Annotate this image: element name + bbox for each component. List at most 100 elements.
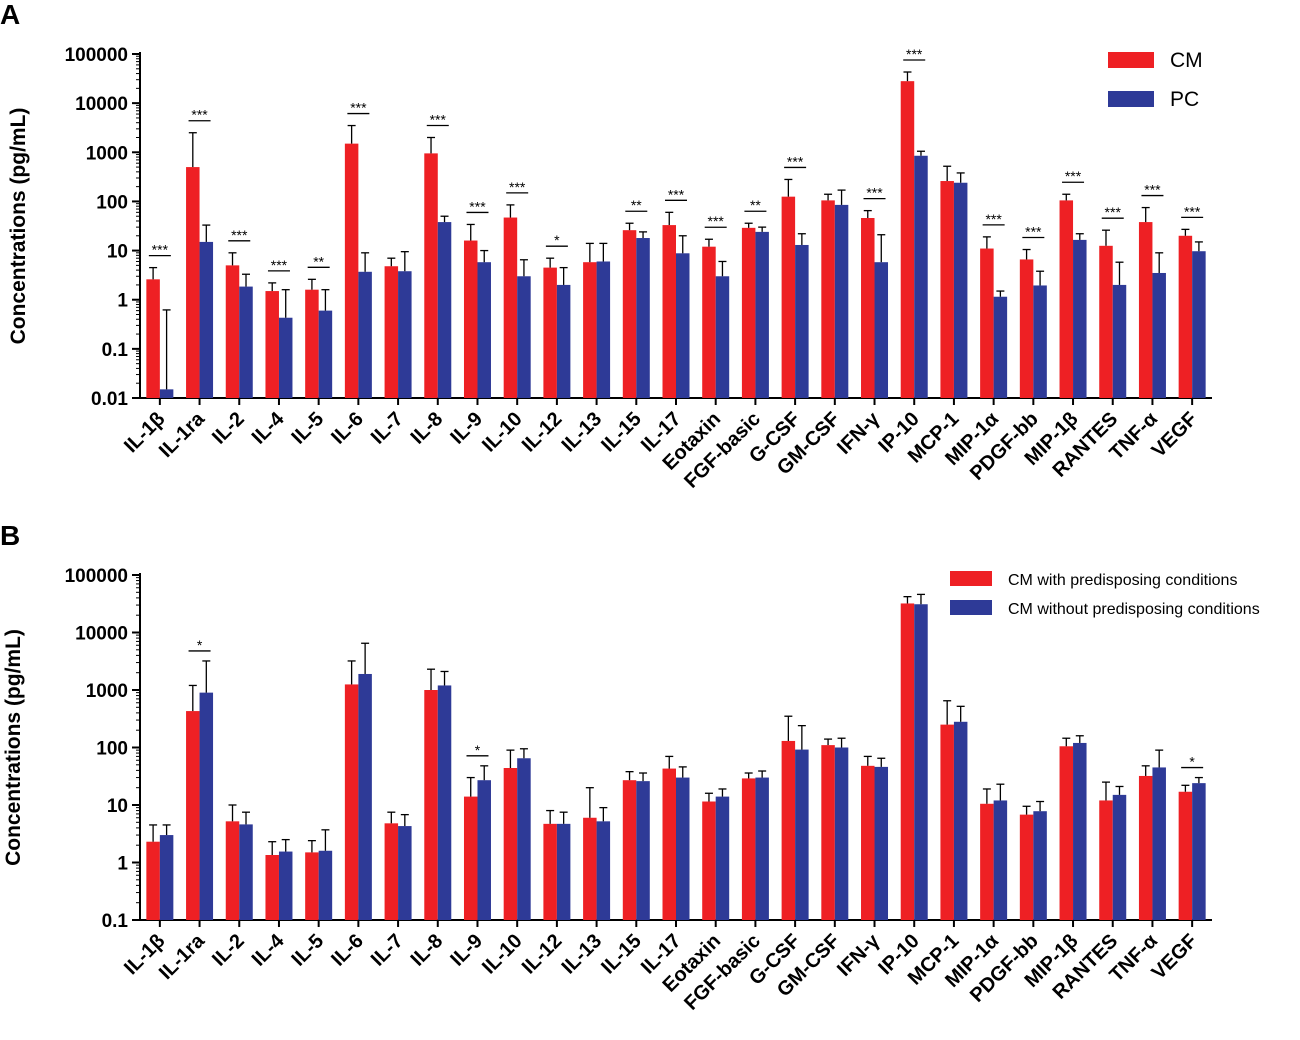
bar-series1 <box>662 768 676 920</box>
significance-marker: *** <box>863 185 886 201</box>
bar-series2 <box>239 286 253 398</box>
significance-label: *** <box>430 111 447 127</box>
bar-series1 <box>543 823 557 920</box>
significance-label: * <box>197 637 203 653</box>
bar-series2 <box>159 389 174 398</box>
bar-series1 <box>741 227 756 398</box>
category-group: IL-2 <box>208 252 253 449</box>
significance-marker: * <box>545 232 568 248</box>
bar-series2 <box>715 796 730 920</box>
y-tick-label: 0.1 <box>102 340 129 361</box>
bar-series2 <box>318 310 333 398</box>
significance-marker: *** <box>903 46 926 62</box>
bar-series1 <box>305 852 319 920</box>
legend: CM with predisposing conditions CM withou… <box>950 571 1260 618</box>
bar-series2 <box>993 800 1008 920</box>
x-tick-label: IL-4 <box>248 929 289 970</box>
category-group: IL-9 <box>446 765 491 971</box>
significance-marker: * <box>1181 754 1204 770</box>
bar-series1 <box>424 153 438 398</box>
category-group: IL-7 <box>367 811 412 971</box>
significance-label: *** <box>866 185 883 201</box>
bar-series1 <box>1059 746 1074 920</box>
significance-label: *** <box>1105 204 1122 220</box>
y-tick-label: 100 <box>96 739 128 760</box>
category-group: IL-5 <box>287 829 333 971</box>
bar-series1 <box>463 240 478 398</box>
bar-series1 <box>146 279 160 398</box>
significance-label: *** <box>1144 182 1161 198</box>
category-group: IL-4 <box>248 838 293 971</box>
y-tick-label: 10 <box>107 796 128 817</box>
bar-series1 <box>702 801 716 920</box>
bar-series2 <box>755 231 769 398</box>
significance-marker: ** <box>307 253 330 269</box>
category-group: IL-1ra <box>155 660 214 984</box>
bar-series1 <box>305 289 319 398</box>
bar-series1 <box>1178 791 1193 920</box>
significance-label: ** <box>313 253 324 269</box>
category-group: IL-8 <box>407 136 452 449</box>
bar-series2 <box>199 241 214 398</box>
significance-marker: * <box>188 637 211 653</box>
y-tick-label: 1 <box>117 291 128 312</box>
x-tick-label: IL-6 <box>327 408 368 449</box>
significance-marker: *** <box>1181 203 1204 219</box>
bar-series2 <box>953 182 968 398</box>
significance-marker: *** <box>1062 168 1085 184</box>
bar-series1 <box>1178 235 1193 398</box>
bar-series1 <box>344 684 359 920</box>
category-group: IL-8 <box>407 668 452 971</box>
x-tick-label: IL-4 <box>248 407 289 448</box>
x-tick-label: IL-8 <box>407 408 448 449</box>
y-tick-label: 100000 <box>65 45 128 66</box>
legend-swatch-1 <box>950 571 992 586</box>
bar-series2 <box>1073 742 1087 920</box>
y-tick-label: 1 <box>117 854 128 875</box>
bar-series2 <box>953 721 968 920</box>
legend-label-1: CM with predisposing conditions <box>1008 572 1237 589</box>
x-tick-label: IL-15 <box>597 930 646 979</box>
bar-series1 <box>1059 200 1074 398</box>
y-tick-label: 100000 <box>65 566 128 587</box>
significance-marker: *** <box>784 153 807 169</box>
significance-label: *** <box>1184 203 1201 219</box>
bar-series1 <box>503 217 518 398</box>
category-group: IL-13 <box>558 242 611 457</box>
bar-series2 <box>437 222 452 398</box>
bar-series2 <box>556 284 571 398</box>
x-tick-label: IL-12 <box>518 930 567 979</box>
bar-series2 <box>517 758 531 920</box>
y-tick-label: 1000 <box>86 681 128 702</box>
bar-series2 <box>1152 272 1166 398</box>
category-group: IL-1β <box>120 266 174 457</box>
y-tick-label: 10 <box>107 242 128 263</box>
bar-series1 <box>821 200 835 398</box>
bar-series1 <box>503 768 518 920</box>
y-axis-title: Concentrations (pg/mL) <box>7 108 30 345</box>
bar-series1 <box>622 780 637 920</box>
bar-series2 <box>556 823 571 920</box>
bar-series2 <box>398 826 412 920</box>
legend-label-2: CM without predisposing conditions <box>1008 601 1260 618</box>
bar-series2 <box>1112 284 1127 398</box>
category-group: IL-2 <box>208 804 253 971</box>
significance-marker: *** <box>426 111 449 127</box>
bar-series1 <box>583 817 597 920</box>
y-tick-label: 10000 <box>75 624 128 645</box>
x-tick-label: IL-2 <box>208 408 249 449</box>
category-group: IL-7 <box>367 251 412 449</box>
x-tick-label: IL-5 <box>287 930 328 971</box>
bar-series1 <box>146 841 160 920</box>
bar-series1 <box>781 196 796 398</box>
significance-label: * <box>1189 754 1195 770</box>
significance-label: *** <box>1065 168 1082 184</box>
significance-label: *** <box>906 46 923 62</box>
panel-a: A Concentrations (pg/mL) 0.01 0.1 1 10 100 1000… <box>0 0 1212 493</box>
bar-series1 <box>186 711 200 920</box>
bar-series1 <box>384 266 399 398</box>
category-group: IL-9 <box>446 223 491 449</box>
bar-series1 <box>543 267 557 398</box>
significance-label: * <box>554 232 560 248</box>
x-tick-label: IL-1ra <box>155 407 210 462</box>
